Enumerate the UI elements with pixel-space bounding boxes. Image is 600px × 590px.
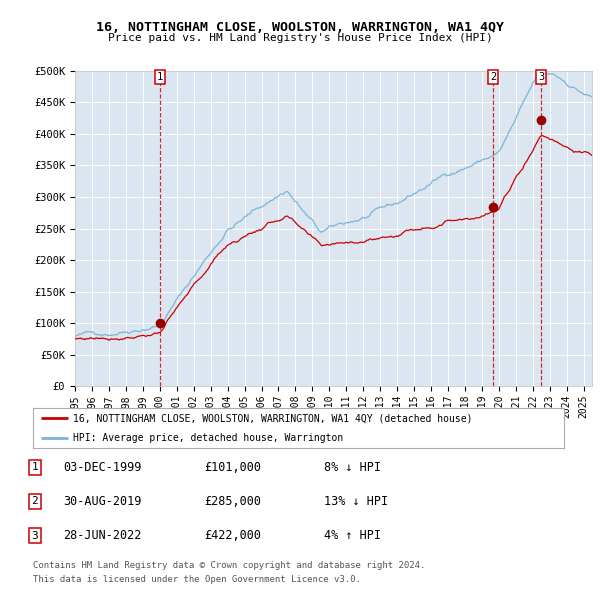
Text: 4% ↑ HPI: 4% ↑ HPI xyxy=(324,529,381,542)
Text: £101,000: £101,000 xyxy=(204,461,261,474)
Text: 8% ↓ HPI: 8% ↓ HPI xyxy=(324,461,381,474)
Text: 16, NOTTINGHAM CLOSE, WOOLSTON, WARRINGTON, WA1 4QY (detached house): 16, NOTTINGHAM CLOSE, WOOLSTON, WARRINGT… xyxy=(73,414,472,423)
Text: HPI: Average price, detached house, Warrington: HPI: Average price, detached house, Warr… xyxy=(73,434,343,443)
Text: 2: 2 xyxy=(31,497,38,506)
Text: 30-AUG-2019: 30-AUG-2019 xyxy=(63,495,142,508)
Text: 16, NOTTINGHAM CLOSE, WOOLSTON, WARRINGTON, WA1 4QY: 16, NOTTINGHAM CLOSE, WOOLSTON, WARRINGT… xyxy=(96,21,504,34)
Text: 2: 2 xyxy=(490,72,496,82)
Text: £422,000: £422,000 xyxy=(204,529,261,542)
Text: 1: 1 xyxy=(31,463,38,472)
Text: 3: 3 xyxy=(538,72,544,82)
Text: 03-DEC-1999: 03-DEC-1999 xyxy=(63,461,142,474)
Text: Price paid vs. HM Land Registry's House Price Index (HPI): Price paid vs. HM Land Registry's House … xyxy=(107,33,493,43)
Text: This data is licensed under the Open Government Licence v3.0.: This data is licensed under the Open Gov… xyxy=(33,575,361,584)
Text: 28-JUN-2022: 28-JUN-2022 xyxy=(63,529,142,542)
Text: 13% ↓ HPI: 13% ↓ HPI xyxy=(324,495,388,508)
Text: £285,000: £285,000 xyxy=(204,495,261,508)
Text: Contains HM Land Registry data © Crown copyright and database right 2024.: Contains HM Land Registry data © Crown c… xyxy=(33,560,425,570)
Text: 1: 1 xyxy=(157,72,163,82)
Text: 3: 3 xyxy=(31,531,38,540)
